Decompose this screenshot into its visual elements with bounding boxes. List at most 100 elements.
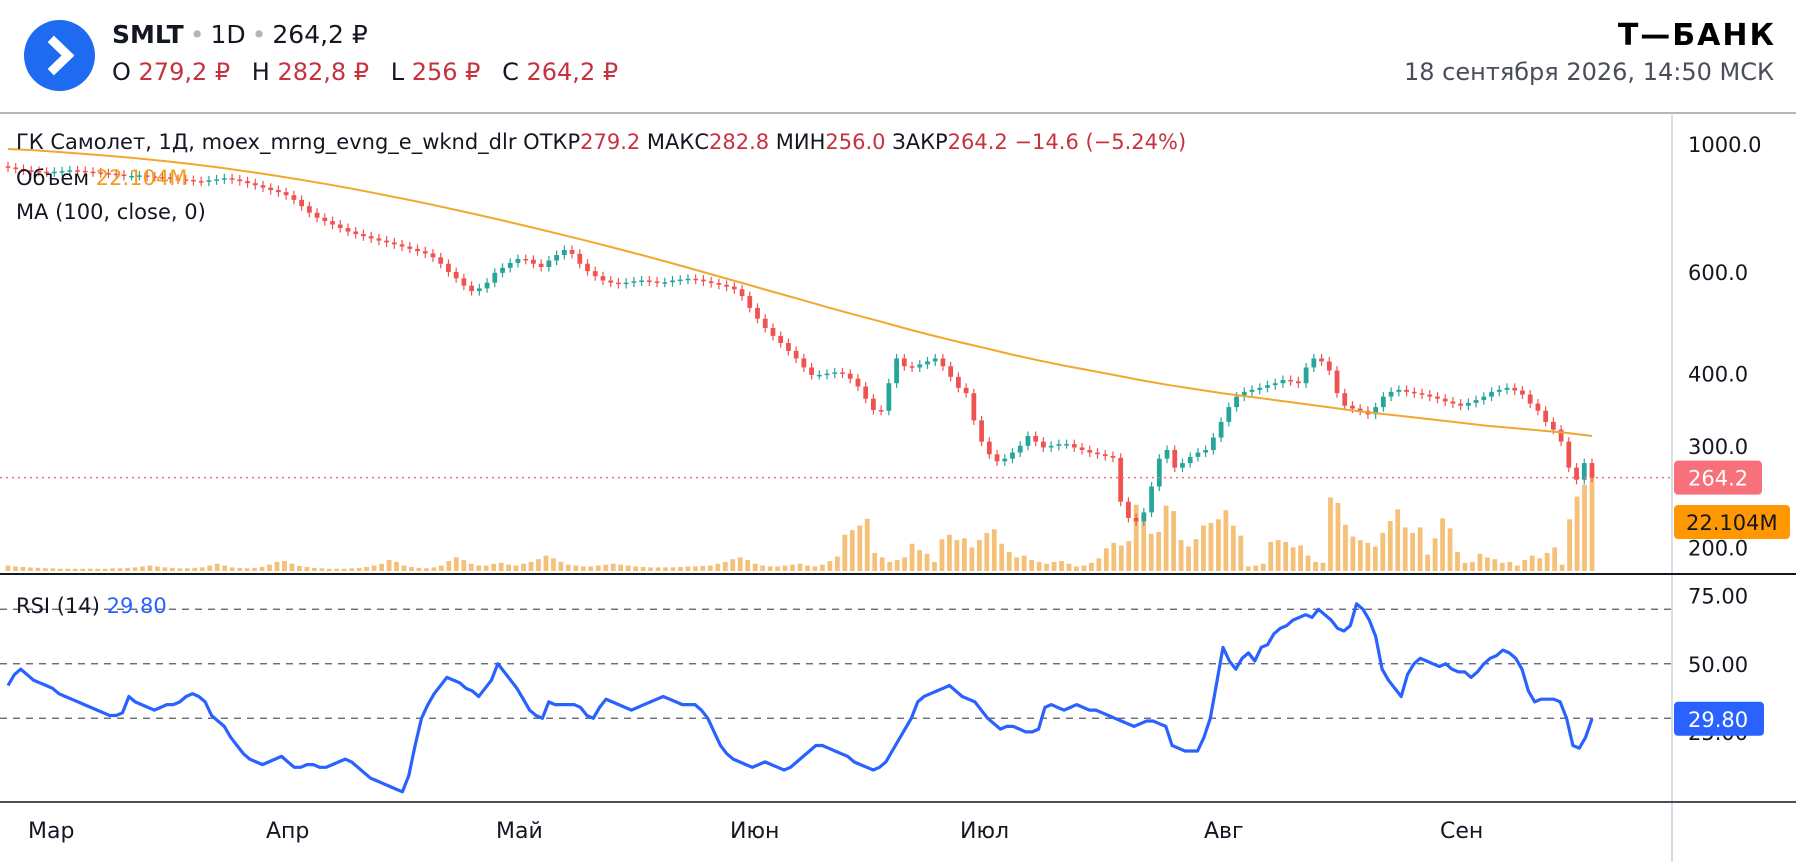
volume-bar — [259, 566, 265, 571]
price-tick-label: 400.0 — [1688, 363, 1748, 387]
ticker-symbol[interactable]: SMLT — [112, 20, 184, 49]
candle — [1180, 463, 1185, 468]
volume-bar — [663, 567, 668, 571]
candle — [453, 271, 459, 279]
volume-bar — [476, 565, 482, 571]
candle — [36, 170, 42, 173]
interval-label[interactable]: 1D — [210, 20, 246, 49]
volume-bar — [820, 564, 825, 571]
low-label: L — [390, 58, 405, 86]
volume-bar — [132, 567, 138, 571]
volume-bar — [812, 566, 818, 571]
volume-bar — [169, 567, 175, 571]
volume-legend[interactable]: Объем 22.104M — [16, 166, 187, 190]
volume-bar — [1103, 548, 1109, 571]
volume-bar — [1238, 535, 1244, 571]
volume-bar — [95, 568, 101, 571]
candle — [1010, 452, 1015, 459]
legend-open-label: ОТКР — [523, 130, 581, 154]
last-price: 264,2 ₽ — [272, 20, 368, 49]
volume-bar — [267, 564, 272, 571]
volume-bar — [1507, 561, 1513, 571]
volume-bar — [633, 566, 639, 571]
candle — [724, 284, 729, 287]
candle — [901, 358, 907, 367]
candle — [368, 236, 374, 239]
volume-bar — [1335, 502, 1341, 571]
time-axis[interactable]: Мар Апр Май Июн Июл Авг Сен — [28, 819, 1483, 844]
volume-bar — [72, 568, 78, 571]
volume-bar — [528, 561, 534, 571]
candle — [1087, 449, 1093, 453]
candle — [1211, 437, 1216, 450]
volume-bar — [162, 567, 168, 571]
ma-legend[interactable]: MA (100, close, 0) — [16, 200, 206, 224]
candle — [1288, 379, 1294, 382]
candle — [631, 281, 637, 283]
candle — [5, 166, 11, 168]
candle — [1249, 389, 1255, 392]
candle — [986, 441, 992, 455]
volume-bar — [857, 525, 863, 571]
candle — [1404, 389, 1409, 392]
candle — [538, 263, 544, 268]
candle — [469, 285, 474, 292]
candle — [484, 282, 490, 289]
candle — [1566, 441, 1572, 468]
volume-bar — [827, 561, 833, 571]
candle — [1543, 410, 1549, 422]
candle — [306, 206, 312, 213]
volume-bar — [35, 567, 41, 571]
candle — [1141, 512, 1147, 522]
volume-bar — [1357, 540, 1363, 571]
volume-bar — [1126, 541, 1132, 571]
price-axis[interactable]: 1000.0 600.0 400.0 300.0 200.0 — [1688, 133, 1761, 561]
volume-bar — [849, 530, 855, 571]
volume-bar — [1163, 505, 1169, 571]
candle — [1496, 389, 1502, 392]
candle — [90, 171, 96, 174]
candle — [1427, 394, 1433, 397]
candle — [175, 178, 181, 181]
time-tick-label: Авг — [1204, 819, 1244, 844]
volume-bar — [1253, 565, 1259, 571]
candle — [51, 171, 57, 174]
candle — [739, 289, 745, 297]
volume-bar — [1514, 565, 1520, 571]
series-legend[interactable]: ГК Самолет, 1Д, moex_mrng_evng_e_wknd_dl… — [16, 130, 1186, 154]
volume-bar — [1455, 551, 1460, 571]
volume-bar — [1462, 562, 1468, 571]
price-tick-label: 1000.0 — [1688, 133, 1761, 157]
candle — [1172, 449, 1178, 468]
candle — [136, 175, 142, 177]
rsi-legend[interactable]: RSI (14) 29.80 — [16, 594, 167, 618]
volume-bar — [610, 563, 616, 571]
candle — [863, 386, 869, 399]
volume-bar — [274, 561, 280, 571]
volume-bar — [364, 566, 370, 571]
time-tick-label: Сен — [1440, 819, 1483, 844]
candle — [770, 327, 776, 336]
candle — [546, 260, 552, 268]
volume-bar — [954, 540, 960, 571]
candle — [129, 175, 135, 178]
volume-bar — [1477, 553, 1483, 571]
legend-open-value: 279.2 — [580, 130, 641, 154]
volume-bar — [797, 563, 803, 571]
volume-bar — [513, 565, 519, 571]
candle — [909, 366, 915, 368]
candle — [778, 335, 784, 344]
candle — [886, 383, 892, 411]
ma-label: MA (100, close, 0) — [16, 200, 206, 224]
candle — [198, 181, 204, 183]
volume-bar — [790, 564, 795, 571]
volume-bar — [573, 565, 579, 571]
volume-bar — [57, 568, 63, 571]
volume-bar — [42, 568, 48, 571]
volume-bar — [939, 539, 945, 571]
candle — [121, 174, 127, 177]
rsi-tag — [1674, 701, 1764, 736]
candle — [1589, 463, 1595, 478]
close-value: 264,2 ₽ — [526, 58, 619, 86]
